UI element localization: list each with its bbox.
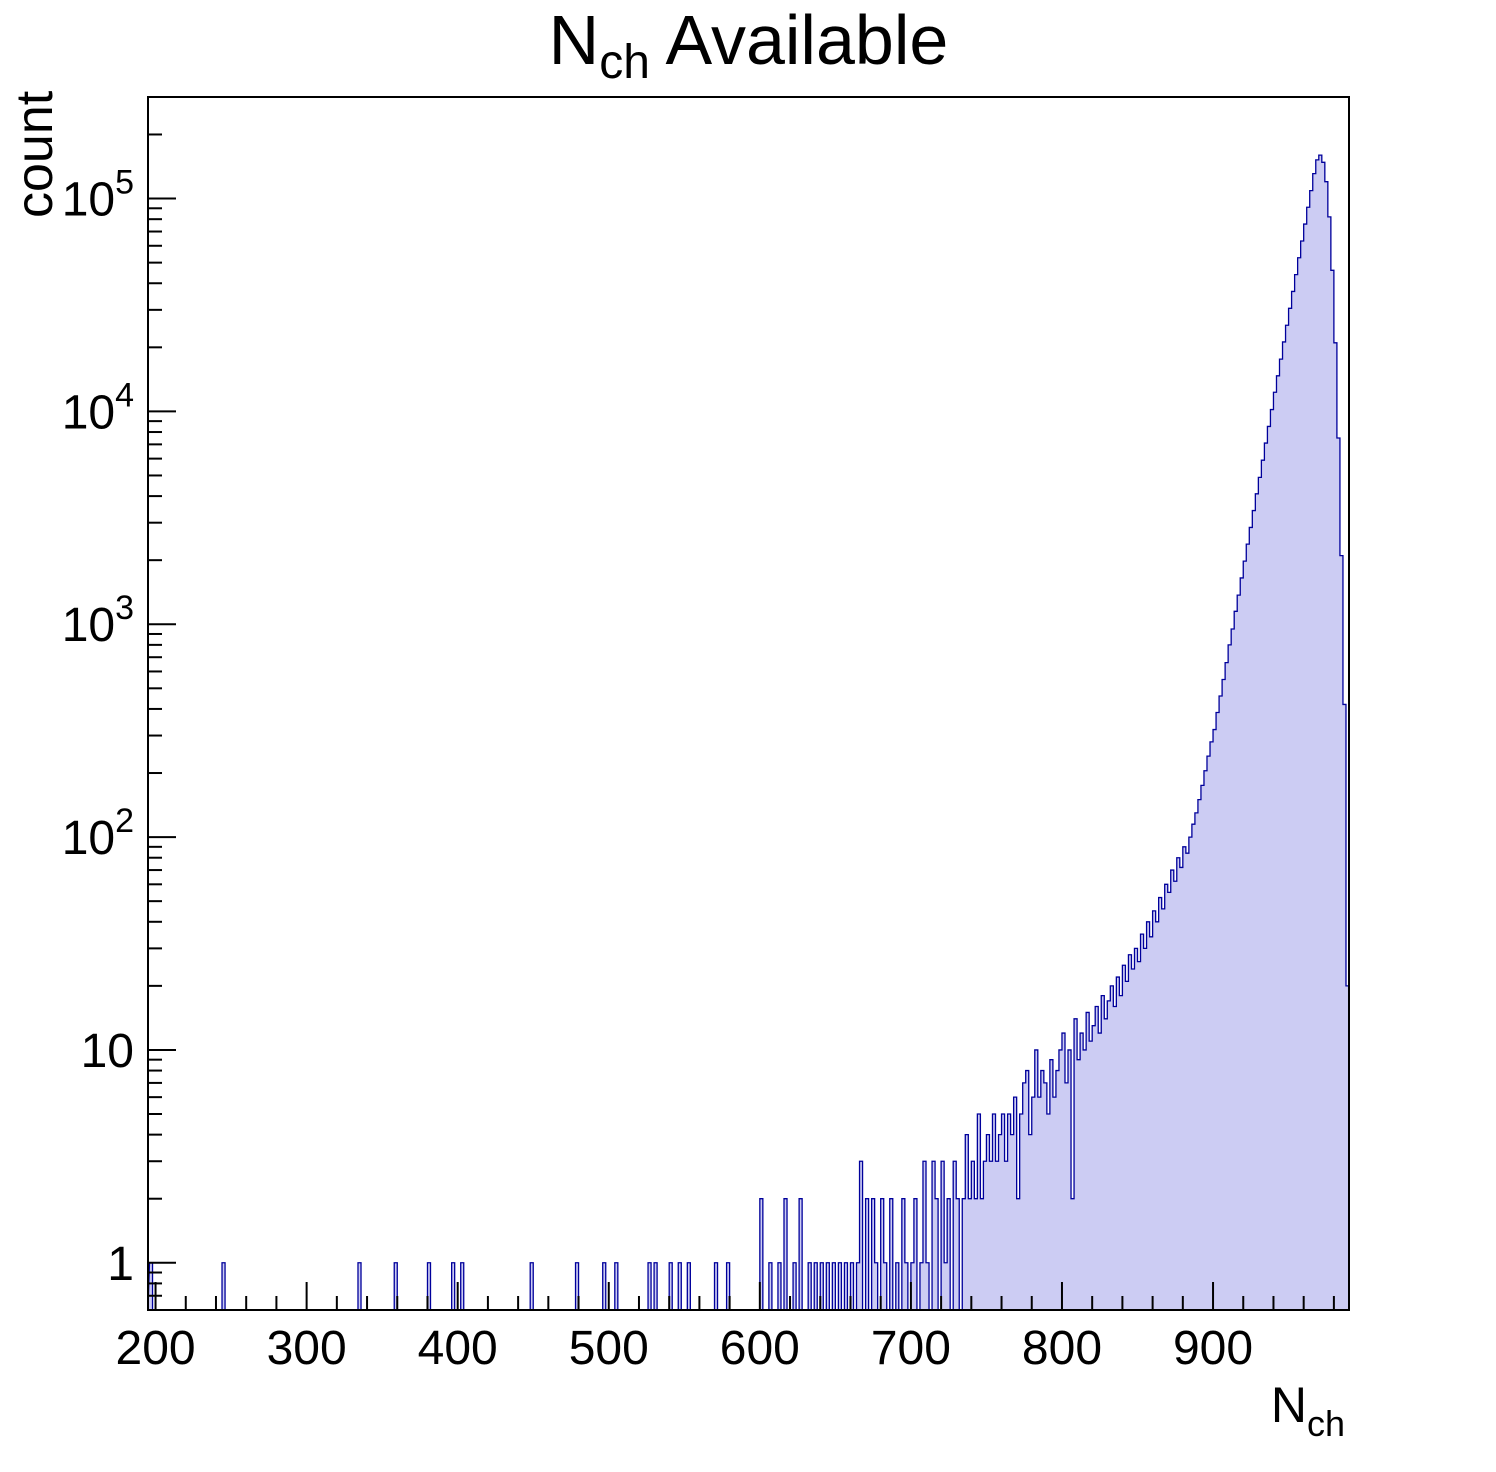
y-tick-label: 104 xyxy=(62,376,134,439)
y-tick-label: 1 xyxy=(107,1238,134,1291)
y-tick-label: 102 xyxy=(62,802,134,865)
x-tick-label: 700 xyxy=(871,1322,951,1375)
chart-title: Nch Available xyxy=(549,1,949,89)
y-axis-title: count xyxy=(6,90,64,218)
y-tick-label: 10 xyxy=(81,1025,134,1078)
histogram-series xyxy=(147,154,1350,1311)
x-tick-label: 300 xyxy=(267,1322,347,1375)
plot-frame xyxy=(147,96,1350,1311)
x-tick-label: 800 xyxy=(1022,1322,1102,1375)
x-axis-title: Nch xyxy=(1271,1377,1345,1444)
y-tick-label: 103 xyxy=(62,589,134,652)
x-tick-label: 900 xyxy=(1173,1322,1253,1375)
x-tick-label: 500 xyxy=(569,1322,649,1375)
y-tick-label: 105 xyxy=(62,164,134,227)
x-tick-label: 600 xyxy=(720,1322,800,1375)
x-axis-ticks xyxy=(154,1282,1335,1310)
x-tick-label: 200 xyxy=(116,1322,196,1375)
y-axis-ticks xyxy=(148,96,176,1311)
x-tick-label: 400 xyxy=(418,1322,498,1375)
